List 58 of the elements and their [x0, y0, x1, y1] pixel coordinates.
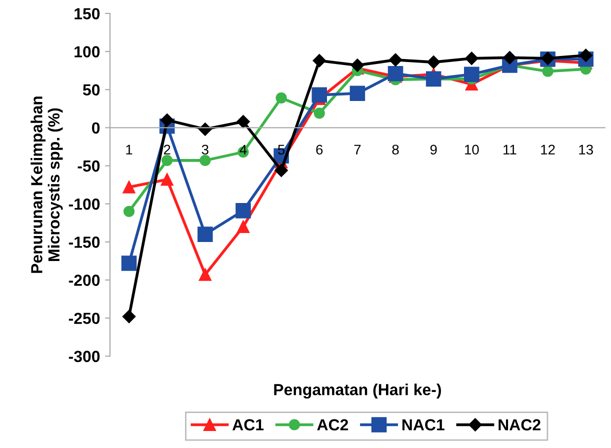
point	[465, 52, 478, 65]
x-tick-label: 6	[316, 144, 323, 155]
y-tick-label: 0	[92, 122, 100, 134]
y-tick-label: 100	[74, 46, 100, 58]
point	[314, 108, 325, 119]
x-tick-label: 7	[354, 144, 361, 154]
point	[274, 164, 288, 177]
point	[579, 48, 592, 62]
point	[160, 173, 174, 186]
point	[464, 66, 480, 82]
y-tick-label: -50	[78, 160, 100, 172]
point	[350, 58, 364, 72]
x-tick-label: 9	[430, 144, 437, 155]
legend-label: NAC2	[498, 419, 540, 430]
x-tick-label: 4	[240, 144, 247, 154]
x-tick-label: 11	[504, 144, 516, 154]
point	[236, 115, 250, 128]
point	[200, 154, 211, 166]
legend-label: AC1	[232, 419, 264, 430]
point	[162, 154, 173, 166]
legend-label: AC2	[317, 419, 348, 430]
point	[121, 256, 137, 271]
point	[123, 206, 135, 218]
point	[236, 220, 250, 233]
point	[312, 87, 328, 103]
point	[426, 71, 442, 87]
x-tick-label: 1	[126, 144, 132, 154]
point	[122, 310, 136, 324]
legend-label: NAC1	[402, 419, 444, 430]
x-axis-title: Pengamatan (Hari ke-)	[274, 384, 441, 399]
y-tick-label: -150	[68, 236, 100, 248]
point	[198, 122, 212, 136]
y-tick-label: 50	[82, 84, 100, 96]
x-tick-label: 10	[464, 144, 479, 155]
y-tick-label: -250	[68, 312, 100, 324]
point	[426, 56, 440, 69]
x-tick-label: 8	[392, 144, 399, 155]
point	[388, 66, 404, 82]
y-tick-label: -200	[68, 274, 100, 286]
y-tick-label: -100	[68, 198, 100, 210]
point	[160, 113, 174, 127]
point	[542, 66, 554, 77]
point	[350, 86, 366, 102]
point	[198, 226, 213, 242]
y-tick-label: 150	[74, 8, 100, 20]
point	[503, 51, 516, 64]
point	[236, 203, 251, 218]
point	[388, 53, 402, 66]
x-tick-label: 3	[202, 144, 208, 155]
y-axis-title: Penurunan Kelimpahan Microcystis spp. (%)	[30, 96, 63, 273]
point	[122, 180, 136, 194]
x-tick-label: 13	[579, 144, 593, 155]
point	[276, 92, 287, 104]
point	[198, 268, 212, 281]
x-tick-label: 2	[164, 144, 170, 154]
x-tick-label: 12	[541, 144, 555, 154]
point	[312, 54, 326, 68]
y-tick-label: -300	[68, 350, 100, 362]
